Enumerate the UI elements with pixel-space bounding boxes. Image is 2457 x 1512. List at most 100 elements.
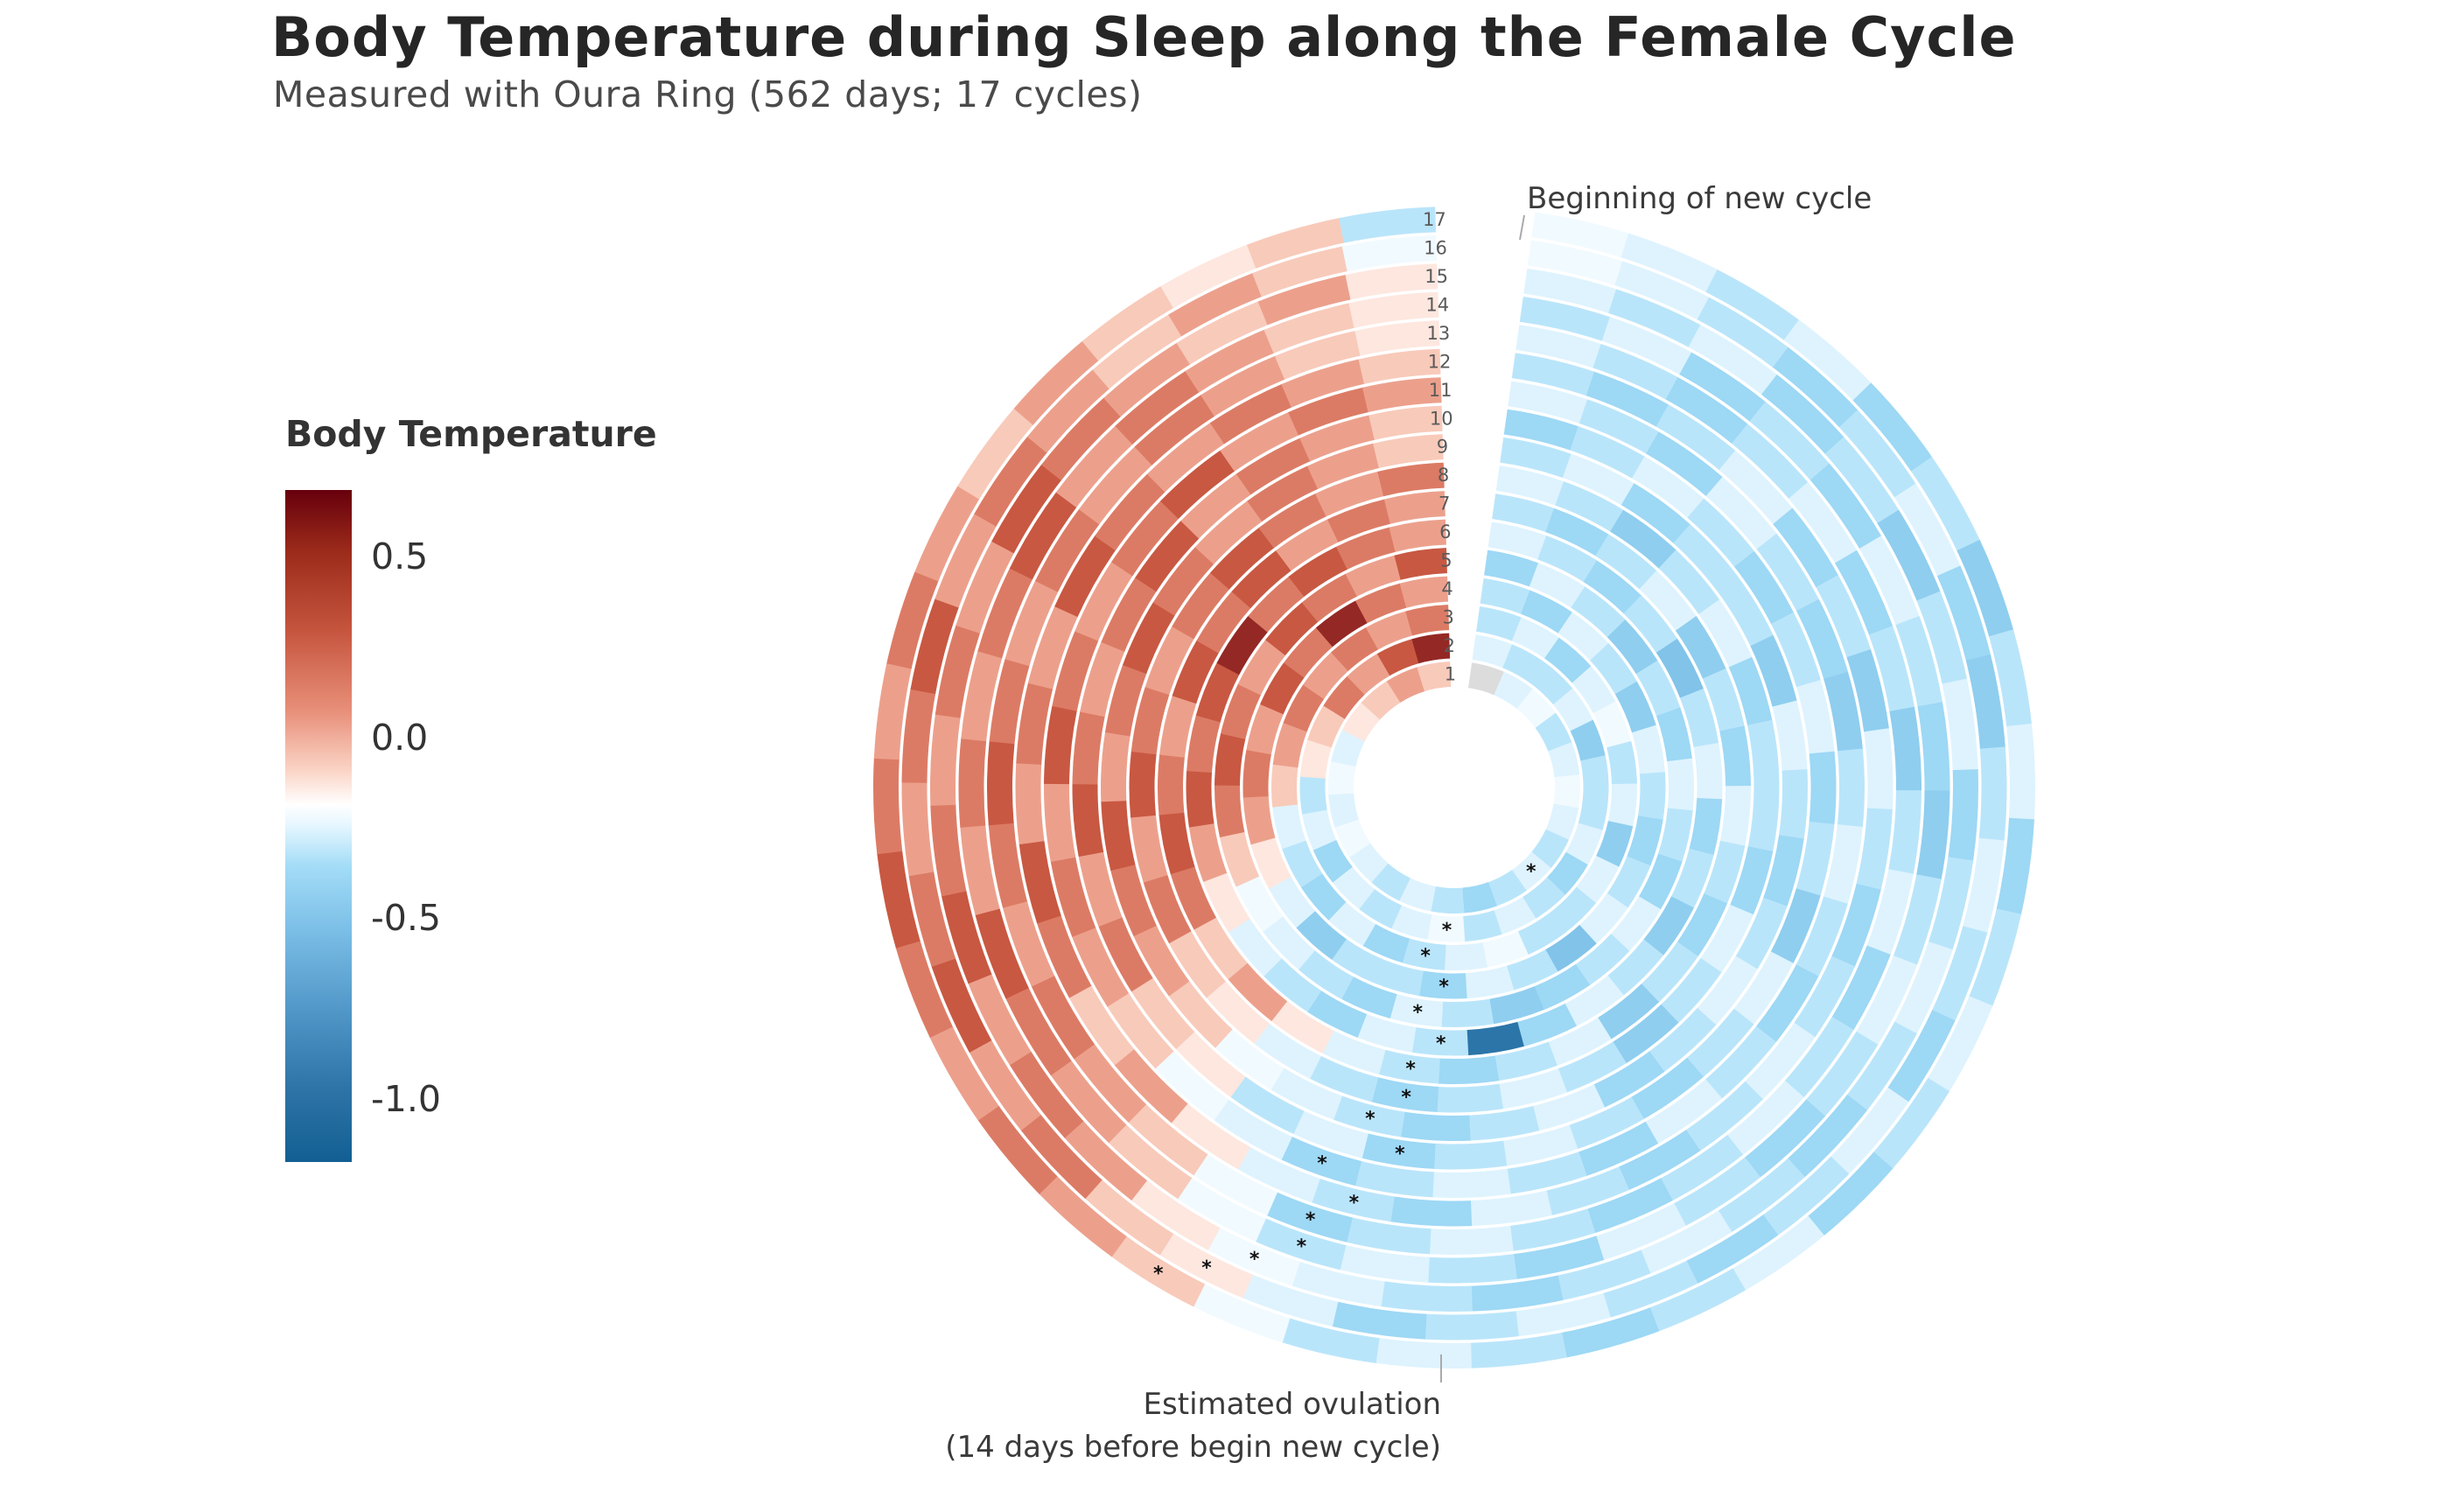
- cell-cycle-10-day-11: [1733, 951, 1794, 1026]
- cell-cycle-15-day-30: [991, 464, 1062, 554]
- cell-cycle-15-day-15: [1640, 1210, 1732, 1274]
- ovulation-marker-cycle-14: *: [1297, 1236, 1307, 1258]
- cell-cycle-11-day-17: [1354, 1160, 1434, 1198]
- cell-cycle-4-day-11: [1544, 924, 1597, 972]
- cycle-label-5: 5: [1440, 550, 1452, 571]
- cell-cycle-6-day-18: [1263, 957, 1322, 1012]
- cell-cycle-8-day-18: [1253, 1023, 1322, 1079]
- cell-cycle-2-day-22: [1323, 676, 1365, 719]
- cell-cycle-9-day-18: [1270, 1068, 1343, 1120]
- cell-cycle-9-day-11: [1697, 956, 1758, 1026]
- cell-cycle-1-day-6: [1553, 774, 1581, 808]
- cell-cycle-16-day-30: [934, 513, 998, 608]
- cell-cycle-11-day-3: [1646, 431, 1724, 497]
- cell-cycle-1-day-4: [1535, 712, 1572, 752]
- cell-cycle-5-day-7: [1667, 758, 1694, 811]
- cell-cycle-6-day-3: [1583, 560, 1642, 614]
- cell-cycle-17-day-12: [1927, 996, 1993, 1093]
- cell-cycle-9-day-10: [1735, 897, 1788, 970]
- cycle-label-17: 17: [1423, 209, 1446, 230]
- ovulation-annotation-line2: (14 days before begin new cycle): [945, 1430, 1441, 1465]
- cell-cycle-16-day-5: [1838, 410, 1916, 499]
- cell-cycle-8-day-5: [1698, 599, 1753, 668]
- cell-cycle-10-day-29: [1180, 473, 1252, 539]
- cell-cycle-1-day-9: [1511, 851, 1551, 892]
- cell-cycle-16-day-27: [901, 781, 934, 877]
- cell-cycle-14-day-4: [1749, 402, 1830, 481]
- cell-cycle-6-day-19: [1228, 918, 1282, 976]
- cell-cycle-3-day-24: [1331, 626, 1379, 672]
- cell-cycle-4-day-12: [1506, 949, 1558, 990]
- cell-cycle-10-day-6: [1771, 612, 1822, 688]
- cell-cycle-15-day-34: [1257, 274, 1352, 326]
- cell-cycle-15-day-33: [1176, 301, 1269, 365]
- cell-cycle-7-day-24: [1159, 695, 1197, 758]
- cell-cycle-6-day-10: [1643, 896, 1695, 956]
- cell-cycle-11-day-7: [1824, 671, 1863, 752]
- cell-cycle-14-day-16: [1513, 1236, 1605, 1280]
- cell-cycle-8-day-3: [1610, 509, 1676, 569]
- legend-color-bar: [285, 490, 352, 1162]
- cell-cycle-15-day-25: [941, 890, 992, 984]
- legend-tick-minus-0-5: -0.5: [371, 897, 441, 939]
- cell-cycle-7-day-1: [1492, 494, 1555, 533]
- cell-cycle-6-day-17: [1306, 990, 1368, 1038]
- cell-cycle-17-day-24: [977, 1104, 1058, 1194]
- cell-cycle-9-day-26: [1122, 601, 1175, 675]
- legend-tick-0-5: 0.5: [371, 536, 429, 578]
- cell-cycle-9-day-6: [1750, 634, 1797, 708]
- cell-cycle-13-day-15: [1586, 1178, 1673, 1234]
- cell-cycle-7-day-14: [1494, 1041, 1558, 1082]
- cell-cycle-9-day-25: [1104, 664, 1147, 737]
- cell-cycle-10-day-32: [1368, 405, 1443, 440]
- cell-cycle-7-day-27: [1231, 550, 1292, 609]
- cell-cycle-12-day-31: [1209, 383, 1292, 444]
- cell-cycle-15-day-3: [1688, 325, 1778, 396]
- cell-cycle-13-day-11: [1831, 945, 1891, 1031]
- cell-cycle-12-day-4: [1718, 450, 1794, 525]
- cell-cycle-5-day-10: [1610, 896, 1662, 952]
- cell-cycle-4-day-6: [1632, 724, 1665, 774]
- cell-cycle-12-day-20: [1171, 1102, 1251, 1170]
- cell-cycle-8-day-13: [1558, 1041, 1627, 1093]
- cell-cycle-16-day-21: [1158, 1233, 1253, 1298]
- cell-cycle-14-day-27: [961, 650, 1003, 742]
- cell-cycle-5-day-22: [1214, 732, 1246, 786]
- cell-cycle-7-day-18: [1270, 1000, 1334, 1054]
- cell-cycle-16-day-6: [1894, 483, 1961, 578]
- cell-cycle-3-day-25: [1365, 611, 1413, 650]
- cell-cycle-3-day-18: [1282, 840, 1323, 888]
- cell-cycle-8-day-19: [1206, 981, 1270, 1044]
- cell-cycle-3-day-23: [1303, 652, 1348, 699]
- cell-cycle-12-day-12: [1744, 1022, 1816, 1101]
- cell-cycle-2-day-19: [1299, 776, 1327, 815]
- cell-cycle-7-day-29: [1326, 499, 1391, 542]
- cell-cycle-15-day-24: [968, 973, 1032, 1066]
- cell-cycle-5-day-12: [1534, 963, 1591, 1011]
- cell-cycle-17-day-37: [1339, 206, 1437, 243]
- cell-cycle-12-day-16: [1470, 1190, 1553, 1227]
- cell-cycle-11-day-16: [1432, 1168, 1511, 1198]
- cell-cycle-15-day-4: [1760, 374, 1844, 455]
- cell-cycle-10-day-1: [1503, 409, 1579, 451]
- cell-cycle-7-day-17: [1322, 1030, 1386, 1074]
- ovulation-marker-cycle-3: *: [1420, 946, 1431, 968]
- cell-cycle-4-day-9: [1606, 856, 1651, 908]
- cycle-label-1: 1: [1445, 664, 1456, 685]
- cell-cycle-17-day-32: [957, 407, 1034, 500]
- cell-cycle-17-day-21: [1192, 1283, 1291, 1343]
- cell-cycle-11-day-21: [1107, 992, 1174, 1069]
- cycle-label-14: 14: [1425, 294, 1449, 315]
- cell-cycle-7-day-20: [1194, 917, 1248, 980]
- cell-cycle-8-day-16: [1371, 1077, 1439, 1112]
- cell-cycle-13-day-31: [1134, 394, 1215, 466]
- cell-cycle-10-day-18: [1292, 1110, 1368, 1158]
- cell-cycle-4-day-23: [1260, 662, 1305, 715]
- cell-cycle-15-day-6: [1877, 509, 1941, 602]
- cell-cycle-14-day-7: [1895, 616, 1943, 708]
- cell-cycle-7-day-23: [1158, 753, 1185, 816]
- cell-cycle-3-day-17: [1300, 873, 1347, 920]
- cycle-label-11: 11: [1429, 380, 1452, 401]
- cell-cycle-11-day-23: [1050, 856, 1096, 937]
- cell-cycle-17-day-14: [1807, 1152, 1894, 1236]
